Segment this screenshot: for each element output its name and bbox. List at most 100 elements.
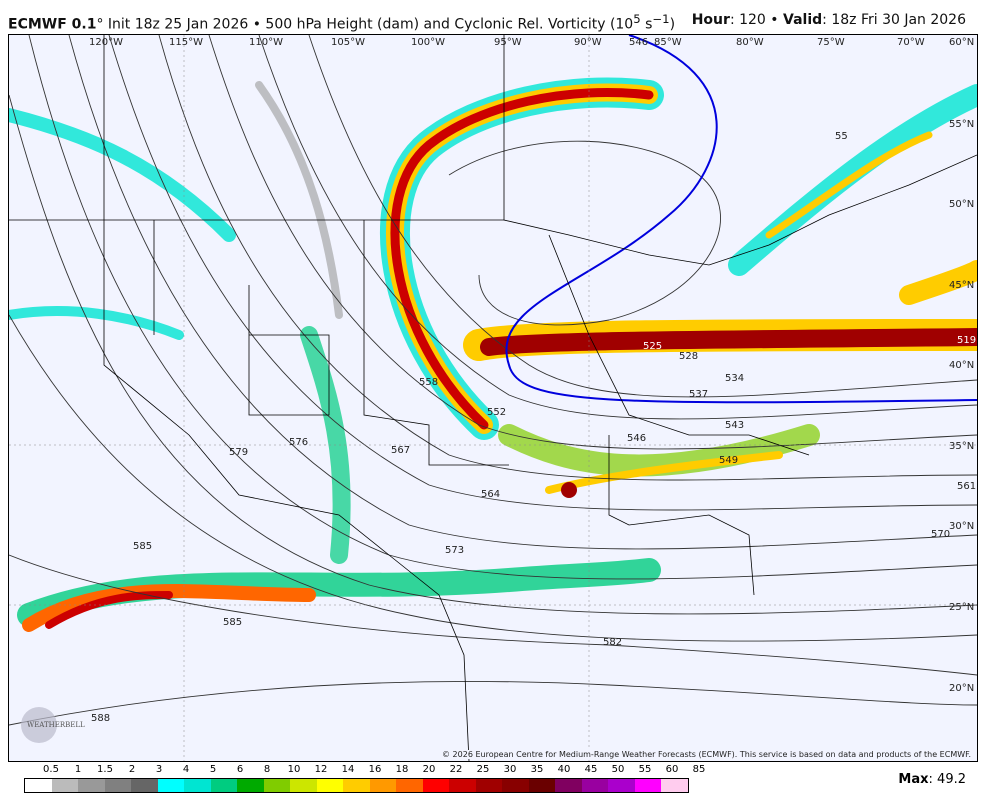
colorbar-tick: 85: [692, 764, 706, 775]
colorbar-swatch: [290, 779, 317, 792]
colorbar-tick: 1.5: [97, 764, 113, 775]
colorbar-tick: 25: [476, 764, 490, 775]
valid-label: Valid: [783, 12, 823, 28]
colorbar-swatch: [131, 779, 158, 792]
colorbar-swatch: [78, 779, 105, 792]
colorbar-swatch: [661, 779, 688, 792]
colorbar-swatch: [528, 779, 555, 792]
lon-label: 120°W: [89, 37, 123, 48]
colorbar-swatch: [634, 779, 661, 792]
lon-label: 80°W: [736, 37, 764, 48]
contour-label: 567: [391, 445, 410, 456]
contour-label: 519: [957, 335, 976, 346]
map-svg: 120°W 115°W 110°W 105°W 100°W 95°W 90°W …: [9, 35, 977, 761]
model-name: ECMWF 0.1: [8, 16, 97, 33]
colorbar-swatch: [608, 779, 635, 792]
contour-label: 579: [229, 447, 248, 458]
contour-labels: 546 525 528 534 537 543 546 549 552 558 …: [91, 37, 976, 724]
contour-label: 585: [223, 617, 242, 628]
lat-label: 35°N: [949, 441, 974, 452]
contour-label: 564: [481, 489, 500, 500]
contour-label: 528: [679, 351, 698, 362]
colorbar-swatch: [237, 779, 264, 792]
colorbar-tick: 1: [74, 764, 82, 775]
lat-label: 20°N: [949, 683, 974, 694]
lon-label: 110°W: [249, 37, 283, 48]
colorbar-ticks: 0.5 1 1.5 2 3 4 5 6 8 10 12 14 16 18 20 22 25 30 35 40 45 50 5…: [24, 764, 744, 776]
colorbar-tick: 12: [314, 764, 328, 775]
hour-value: 120: [739, 12, 766, 28]
colorbar-swatch: [396, 779, 423, 792]
lon-label: 105°W: [331, 37, 365, 48]
colorbar-tick: 45: [584, 764, 598, 775]
colorbar-tick: 55: [638, 764, 652, 775]
contour-label: 546: [627, 433, 646, 444]
unit-close: ): [669, 16, 676, 33]
colorbar-tick: 20: [422, 764, 436, 775]
lat-label: 50°N: [949, 199, 974, 210]
colorbar-swatch: [422, 779, 449, 792]
colorbar-tick: 18: [395, 764, 409, 775]
colorbar-swatch: [449, 779, 476, 792]
colorbar-tick: 50: [611, 764, 625, 775]
colorbar: [24, 778, 689, 793]
colorbar-tick: 40: [557, 764, 571, 775]
colorbar-tick: 10: [287, 764, 301, 775]
colorbar-swatch: [502, 779, 529, 792]
colorbar-swatch: [184, 779, 211, 792]
degree: °: [96, 16, 104, 33]
height-contours: [9, 35, 977, 726]
longitude-labels: 120°W 115°W 110°W 105°W 100°W 95°W 90°W …: [89, 37, 974, 48]
vorticity-shading: [9, 77, 977, 632]
colorbar-tick: 22: [449, 764, 463, 775]
colorbar-tick: 35: [530, 764, 544, 775]
colorbar-tick: 2: [128, 764, 136, 775]
colorbar-swatch: [25, 779, 52, 792]
lat-label: 30°N: [949, 521, 974, 532]
colorbar-tick: 14: [341, 764, 355, 775]
contour-label: 534: [725, 373, 744, 384]
lat-label: 40°N: [949, 360, 974, 371]
contour-label: 549: [719, 455, 738, 466]
colorbar-swatch: [104, 779, 131, 792]
borders: [9, 35, 977, 761]
colorbar-tick: 60: [665, 764, 679, 775]
colorbar-swatch: [581, 779, 608, 792]
lat-label: 25°N: [949, 602, 974, 613]
colorbar-swatch: [316, 779, 343, 792]
contour-label: 537: [689, 389, 708, 400]
lon-label: 95°W: [494, 37, 522, 48]
contour-label: 570: [931, 529, 950, 540]
colorbar-swatch: [263, 779, 290, 792]
contour-label: 546: [629, 37, 648, 48]
lon-label: 75°W: [817, 37, 845, 48]
latitude-labels: 55°N 50°N 45°N 40°N 35°N 30°N 25°N 20°N: [949, 119, 974, 694]
colorbar-tick: 8: [263, 764, 271, 775]
colorbar-tick: 4: [182, 764, 190, 775]
lon-label: 70°W: [897, 37, 925, 48]
lon-label: 100°W: [411, 37, 445, 48]
colorbar-swatch: [369, 779, 396, 792]
colorbar-swatch: [210, 779, 237, 792]
colorbar-swatch: [555, 779, 582, 792]
init-text: Init 18z 25 Jan 2026 • 500 hPa Height (d…: [103, 16, 634, 33]
highlight-contour-546: [505, 35, 977, 404]
lon-label: 90°W: [574, 37, 602, 48]
contour-label: 576: [289, 437, 308, 448]
colorbar-swatch: [343, 779, 370, 792]
valid-time: Hour: 120 • Valid: 18z Fri 30 Jan 2026: [691, 12, 966, 28]
contour-label: 585: [133, 541, 152, 552]
contour-label: 582: [603, 637, 622, 648]
contour-label: 552: [487, 407, 506, 418]
colorbar-swatch: [475, 779, 502, 792]
map-panel: 120°W 115°W 110°W 105°W 100°W 95°W 90°W …: [8, 34, 978, 762]
copyright-notice: © 2026 European Centre for Medium-Range …: [442, 750, 971, 759]
chart-title: ECMWF 0.1° Init 18z 25 Jan 2026 • 500 hP…: [8, 12, 675, 33]
hour-label: Hour: [691, 12, 730, 28]
unit-exp: 5: [633, 12, 641, 26]
colorbar-tick: 30: [503, 764, 517, 775]
lon-label: 85°W: [654, 37, 682, 48]
colorbar-tick: 16: [368, 764, 382, 775]
colorbar-swatch: [157, 779, 184, 792]
contour-label: 543: [725, 420, 744, 431]
